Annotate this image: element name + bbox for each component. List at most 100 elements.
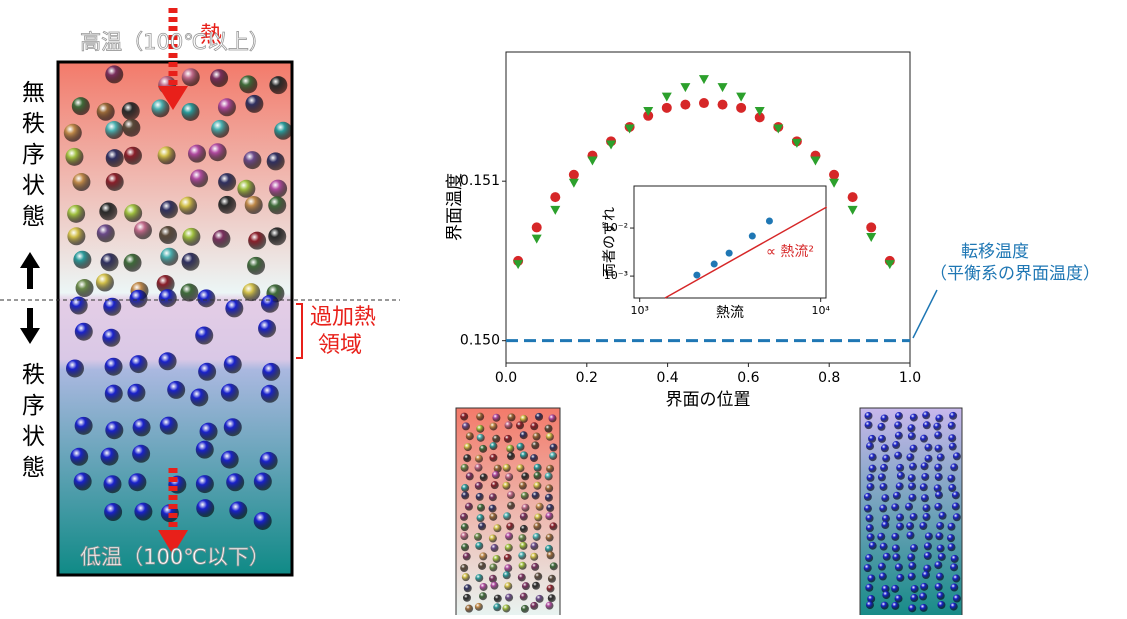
ball <box>934 473 943 482</box>
ball <box>908 604 917 613</box>
ball <box>935 414 944 423</box>
ball <box>908 482 917 491</box>
y-axis-label: 界面温度 <box>445 173 465 241</box>
data-point <box>513 260 524 270</box>
ball <box>891 544 900 553</box>
ball <box>868 541 877 550</box>
ball <box>65 359 84 378</box>
ball <box>218 173 237 192</box>
data-point <box>791 138 802 148</box>
ball <box>533 522 542 531</box>
ball <box>948 484 957 493</box>
ball <box>462 552 471 561</box>
ball <box>532 581 541 590</box>
ball <box>245 94 264 113</box>
ball <box>460 463 469 472</box>
ball <box>223 418 242 437</box>
ball <box>905 502 914 511</box>
ball <box>95 273 114 292</box>
ball <box>269 76 288 95</box>
ball <box>549 562 558 571</box>
ball <box>491 471 500 480</box>
ball <box>242 283 261 302</box>
ball <box>67 227 86 246</box>
ball <box>493 603 502 612</box>
ball <box>895 482 904 491</box>
ball <box>74 322 93 341</box>
ball <box>896 463 905 472</box>
pointer <box>912 289 938 339</box>
ball <box>947 474 956 483</box>
ball <box>73 472 92 491</box>
ball <box>507 501 516 510</box>
ball <box>948 442 957 451</box>
ball <box>96 102 115 121</box>
ball <box>907 553 916 562</box>
ball <box>269 179 288 198</box>
ball <box>190 388 209 407</box>
ball <box>128 473 147 492</box>
ball <box>907 432 916 441</box>
ball <box>934 431 943 440</box>
ball <box>503 512 512 521</box>
ball <box>530 542 539 551</box>
data-point <box>736 102 747 113</box>
ball <box>247 256 266 275</box>
ball <box>909 444 918 453</box>
data-point <box>693 271 701 279</box>
ball <box>877 562 886 571</box>
ball <box>127 383 146 402</box>
x-axis-label: 界面の位置 <box>666 390 751 410</box>
ball <box>894 451 903 460</box>
data-point <box>736 92 747 102</box>
ball <box>896 513 905 522</box>
ball <box>547 594 556 603</box>
data-point <box>866 222 877 233</box>
ball <box>935 532 944 541</box>
ball <box>63 123 82 142</box>
ball <box>866 442 875 451</box>
ball <box>243 151 262 170</box>
ball <box>217 98 236 117</box>
ball <box>880 444 889 453</box>
ball <box>866 533 875 542</box>
data-point <box>710 260 718 268</box>
data-point <box>754 112 765 123</box>
ball <box>937 552 946 561</box>
ball <box>465 432 474 441</box>
ball <box>877 422 886 431</box>
ball <box>507 413 516 422</box>
ball <box>892 553 901 562</box>
ball <box>546 504 555 513</box>
ball <box>167 380 186 399</box>
ball <box>530 552 539 561</box>
data-point <box>725 249 733 257</box>
y-tick-label: 0.151 <box>460 173 500 189</box>
ball <box>520 604 529 613</box>
ball <box>105 149 124 168</box>
ball <box>867 574 876 583</box>
ball <box>151 99 170 118</box>
data-point <box>810 156 821 166</box>
ball <box>935 491 944 500</box>
ball <box>518 551 527 560</box>
ball <box>475 574 484 583</box>
ball <box>947 522 956 531</box>
ball <box>909 512 918 521</box>
ball <box>908 562 917 571</box>
ball <box>476 424 485 433</box>
ball <box>253 472 272 491</box>
ball <box>921 472 930 481</box>
ball <box>239 75 258 94</box>
ball <box>891 532 900 541</box>
ball <box>488 574 497 583</box>
superheated-label: 過加熱 <box>310 305 376 330</box>
ball <box>520 491 529 500</box>
ball <box>531 562 540 571</box>
ball <box>863 492 872 501</box>
ball <box>924 443 933 452</box>
ball <box>881 494 890 503</box>
ball <box>132 418 151 437</box>
ball <box>546 551 555 560</box>
ball <box>880 601 889 610</box>
